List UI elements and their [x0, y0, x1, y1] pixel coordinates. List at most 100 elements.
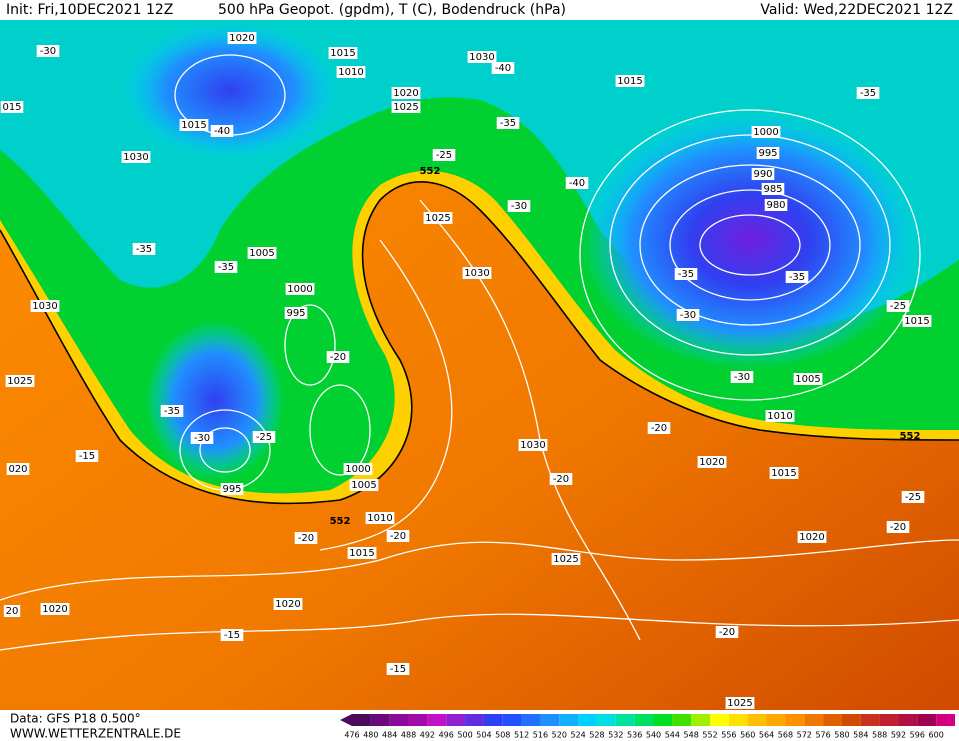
label-text: 1015 — [181, 120, 206, 131]
label-text: 1015 — [330, 48, 355, 59]
isobar-label: 1025 — [391, 101, 421, 113]
colorbar-label: 588 — [872, 731, 887, 740]
label-text: 552 — [420, 166, 441, 177]
label-text: -25 — [890, 301, 906, 312]
colorbar-label: 532 — [608, 731, 623, 740]
label-box — [121, 151, 151, 163]
label-box — [190, 432, 214, 444]
colorbar-swatch — [483, 714, 503, 726]
label-text: 552 — [900, 431, 921, 442]
label-text: 1005 — [351, 480, 376, 491]
colorbar-label: 592 — [891, 731, 906, 740]
label-box — [730, 371, 754, 383]
isobar-label: 1000 — [285, 283, 315, 295]
isobar-label: 1005 — [247, 247, 277, 259]
colorbar-arrow-left — [340, 714, 352, 726]
label-text: -30 — [680, 310, 696, 321]
label-box — [715, 626, 739, 638]
isobar-label: 995 — [756, 147, 780, 159]
colorbar-swatch — [559, 714, 579, 726]
label-box — [785, 271, 809, 283]
colorbar-label: 584 — [853, 731, 868, 740]
colorbar-label: 476 — [344, 731, 359, 740]
label-box — [751, 126, 781, 138]
colorbar-swatch — [710, 714, 729, 726]
temperature-label: -35 — [785, 271, 809, 283]
label-box — [220, 629, 244, 641]
temperature-label: -35 — [160, 405, 184, 417]
label-box — [40, 603, 70, 615]
label-box — [347, 547, 377, 559]
label-box — [765, 410, 795, 422]
label-box — [901, 491, 925, 503]
label-box — [386, 663, 410, 675]
colorbar-swatch — [691, 714, 711, 726]
colorbar-swatch — [766, 714, 786, 726]
height-label: 552 — [330, 516, 351, 527]
label-text: -30 — [734, 372, 750, 383]
label-text: 1030 — [464, 268, 489, 279]
label-box — [674, 268, 698, 280]
label-box — [284, 307, 308, 319]
label-text: 1030 — [469, 52, 494, 63]
website: WWW.WETTERZENTRALE.DE — [10, 727, 181, 741]
label-text: 995 — [222, 484, 241, 495]
label-text: 1025 — [727, 698, 752, 709]
label-text: 1025 — [393, 102, 418, 113]
label-text: -25 — [256, 432, 272, 443]
temperature-label: -30 — [190, 432, 214, 444]
colorbar-swatch — [465, 714, 484, 726]
colorbar-label: 552 — [702, 731, 717, 740]
colorbar-swatch — [804, 714, 824, 726]
isobar-label: 1010 — [336, 66, 366, 78]
isobar-label: 1030 — [121, 151, 151, 163]
label-text: -35 — [164, 406, 180, 417]
colorbar-swatch — [936, 714, 955, 726]
label-text: -25 — [905, 492, 921, 503]
label-text: -35 — [789, 272, 805, 283]
colorbar-swatch — [917, 714, 937, 726]
colorbar-swatch — [578, 714, 597, 726]
label-text: 1010 — [767, 411, 792, 422]
height-label: 552 — [420, 166, 441, 177]
isobar-label: 1020 — [227, 32, 257, 44]
isobar-label: 20 — [3, 605, 21, 617]
label-box — [386, 530, 410, 542]
label-box — [285, 283, 315, 295]
colorbar-label: 504 — [476, 731, 491, 740]
colorbar-label: 548 — [684, 731, 699, 740]
label-text: 1015 — [617, 76, 642, 87]
isobar-label: 1000 — [751, 126, 781, 138]
temperature-label: -25 — [901, 491, 925, 503]
colorbar-label: 520 — [552, 731, 567, 740]
isobar-label: 1015 — [615, 75, 645, 87]
label-text: 995 — [286, 308, 305, 319]
label-text: -35 — [218, 262, 234, 273]
colorbar-label: 500 — [457, 731, 472, 740]
temperature-label: -35 — [132, 243, 156, 255]
isobar-label: 1010 — [765, 410, 795, 422]
isobar-label: 1025 — [5, 375, 35, 387]
colorbar-swatch — [785, 714, 805, 726]
isobar-label: 1005 — [349, 479, 379, 491]
label-box — [247, 247, 277, 259]
colorbar-swatch — [408, 714, 428, 726]
label-box — [227, 32, 257, 44]
isobars — [0, 54, 959, 651]
colorbar-label: 492 — [420, 731, 435, 740]
colorbar-swatch — [653, 714, 673, 726]
isobar-label: 1030 — [30, 300, 60, 312]
isobar-label: 1025 — [551, 553, 581, 565]
temperature-label: -35 — [674, 268, 698, 280]
temperature-label: -20 — [386, 530, 410, 542]
colorbar-label: 596 — [910, 731, 925, 740]
colorbar-swatch — [540, 714, 560, 726]
isobar-label: 1015 — [347, 547, 377, 559]
label-box — [886, 521, 910, 533]
height-label: 552 — [900, 431, 921, 442]
isobar-label: 1020 — [697, 456, 727, 468]
label-box — [902, 315, 932, 327]
colorbar-swatch — [860, 714, 880, 726]
colorbar-swatch — [823, 714, 842, 726]
label-box — [491, 62, 515, 74]
